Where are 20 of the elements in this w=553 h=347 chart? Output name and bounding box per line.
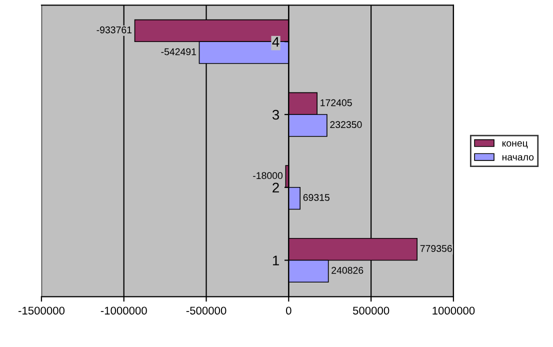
- x-tick-label: 1000000: [432, 306, 475, 315]
- x-tick-label: 0: [286, 306, 292, 315]
- x-tick-label: -1000000: [100, 306, 147, 315]
- data-label: 172405: [320, 99, 352, 106]
- data-label: -18000: [253, 172, 283, 180]
- data-label: 232350: [330, 121, 362, 128]
- y-tick-label: 2: [272, 182, 279, 192]
- legend-label: начало: [502, 155, 534, 161]
- y-tick-label: 3: [272, 110, 280, 120]
- y-tick-label: 4: [272, 37, 280, 47]
- data-label: 779356: [420, 245, 452, 252]
- x-tick-label: 500000: [352, 306, 390, 315]
- y-tick-label: 1: [272, 256, 279, 266]
- x-tick-label: -1500000: [18, 306, 65, 315]
- data-label: 240826: [332, 266, 364, 274]
- x-tick-label: -500000: [186, 306, 226, 315]
- data-label: 69315: [303, 194, 330, 201]
- data-label: -542491: [161, 48, 196, 56]
- data-label: -933761: [96, 26, 132, 34]
- legend-label: конец: [502, 141, 528, 148]
